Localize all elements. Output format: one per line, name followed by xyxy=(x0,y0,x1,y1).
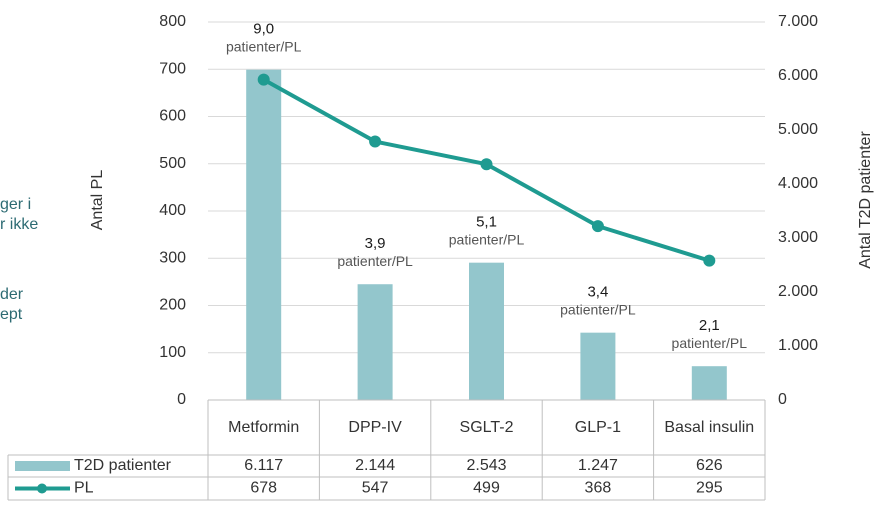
bar xyxy=(357,284,393,400)
table-value: 547 xyxy=(362,480,389,497)
category-label: GLP-1 xyxy=(574,418,621,436)
category-label: SGLT-2 xyxy=(459,418,514,436)
annotation-value: 2,1 xyxy=(699,317,720,334)
line-marker xyxy=(591,220,604,233)
annotation-unit: patienter/PL xyxy=(672,335,748,351)
y2-tick-label: 0 xyxy=(778,391,787,408)
y-tick-label: 400 xyxy=(159,202,186,219)
annotation-value: 3,9 xyxy=(365,235,386,252)
side-text: der xyxy=(0,286,24,303)
bar xyxy=(580,332,616,400)
table-value: 678 xyxy=(250,480,277,497)
y2-tick-label: 7.000 xyxy=(778,13,818,30)
legend-swatch xyxy=(15,461,70,471)
y-tick-label: 500 xyxy=(159,155,186,172)
legend-label: T2D patienter xyxy=(74,457,172,474)
table-value: 2.543 xyxy=(466,457,506,474)
y-tick-label: 600 xyxy=(159,108,186,125)
category-label: DPP-IV xyxy=(348,418,402,436)
y-tick-label: 100 xyxy=(159,344,186,361)
y2-tick-label: 5.000 xyxy=(778,121,818,138)
bar xyxy=(691,366,727,400)
y2-tick-label: 3.000 xyxy=(778,229,818,246)
y2-tick-label: 1.000 xyxy=(778,337,818,354)
y2-axis-title: Antal T2D patienter xyxy=(857,131,874,269)
annotation-value: 9,0 xyxy=(253,21,274,38)
category-label: Basal insulin xyxy=(664,418,755,436)
table-value: 1.247 xyxy=(578,457,618,474)
y-axis-title: Antal PL xyxy=(89,170,106,231)
bar xyxy=(246,69,282,400)
y-tick-label: 800 xyxy=(159,13,186,30)
bar xyxy=(469,262,504,400)
table-value: 2.144 xyxy=(355,457,395,474)
category-label: Metformin xyxy=(228,418,300,436)
y-tick-label: 700 xyxy=(159,60,186,77)
annotation-unit: patienter/PL xyxy=(449,231,525,247)
annotation-unit: patienter/PL xyxy=(560,301,636,317)
annotation-unit: patienter/PL xyxy=(226,38,302,54)
annotation-value: 3,4 xyxy=(587,284,608,301)
table-value: 368 xyxy=(585,480,612,497)
line-marker xyxy=(257,73,270,86)
y-tick-label: 200 xyxy=(159,297,186,314)
y-tick-label: 0 xyxy=(177,391,186,408)
y2-tick-label: 6.000 xyxy=(778,67,818,84)
side-text: ger i xyxy=(0,196,31,213)
y2-tick-label: 4.000 xyxy=(778,175,818,192)
y2-tick-label: 2.000 xyxy=(778,283,818,300)
annotation-value: 5,1 xyxy=(476,214,497,231)
table-value: 295 xyxy=(696,480,723,497)
side-text: r ikke xyxy=(0,216,38,233)
table-value: 499 xyxy=(473,480,500,497)
line-marker xyxy=(703,254,716,267)
annotation-unit: patienter/PL xyxy=(337,253,413,269)
table-value: 626 xyxy=(696,457,723,474)
y-tick-label: 300 xyxy=(159,249,186,266)
line-marker xyxy=(480,158,493,171)
table-value: 6.117 xyxy=(244,457,283,474)
legend-label: PL xyxy=(74,480,94,497)
legend-marker xyxy=(37,483,47,494)
line-marker xyxy=(369,135,382,148)
side-text: ept xyxy=(0,306,23,323)
